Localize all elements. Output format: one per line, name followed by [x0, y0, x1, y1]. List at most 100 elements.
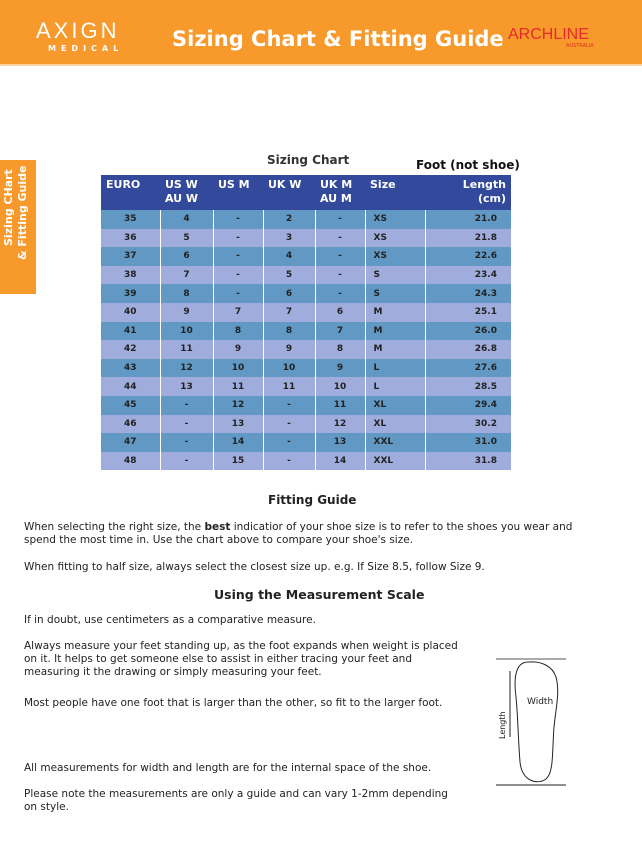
- foot-note: Foot (not shoe): [416, 158, 520, 172]
- side-tab: Sizing CHart & Fitting Guide: [0, 160, 36, 294]
- table-cell: M: [364, 321, 425, 341]
- column-header: EURO: [101, 175, 160, 210]
- table-cell: 23.4: [424, 265, 511, 285]
- measurement-paragraph-5: Please note the measurements are only a …: [24, 788, 448, 813]
- table-cell: 25.1: [424, 302, 511, 322]
- table-cell: XS: [364, 247, 425, 266]
- table-row: 43 12 10 10 9 L 27.6: [101, 358, 511, 378]
- table-cell: -: [262, 433, 315, 452]
- measurement-paragraph-4: All measurements for width and length ar…: [24, 762, 432, 774]
- column-header: UK W: [263, 175, 315, 210]
- bold-text: best: [204, 521, 231, 533]
- table-cell: 8: [262, 321, 315, 341]
- table-row: 47-14-13 XXL 31.0: [101, 433, 511, 452]
- table-cell: -: [212, 247, 263, 266]
- table-cell: -: [212, 228, 263, 248]
- column-header: US W AU W: [160, 175, 213, 210]
- table-cell: XS: [364, 210, 425, 229]
- text: indicatior of your shoe size is to refer…: [24, 521, 573, 546]
- table-cell: 10: [262, 358, 315, 378]
- table-cell: -: [314, 247, 365, 266]
- table-cell: 30.2: [424, 414, 511, 434]
- table-cell: 9: [159, 302, 213, 322]
- table-cell: 13: [212, 414, 263, 434]
- side-tab-line1: Sizing CHart: [2, 169, 15, 246]
- table-cell: L: [364, 358, 425, 378]
- table-cell: -: [314, 210, 365, 229]
- table-cell: -: [212, 265, 263, 285]
- table-cell: 4: [262, 247, 315, 266]
- table-cell: 39: [101, 284, 160, 303]
- table-cell: L: [364, 377, 425, 396]
- length-label: Length: [498, 711, 507, 739]
- table-cell: 8: [212, 321, 263, 341]
- table-cell: 46: [101, 414, 160, 434]
- table-cell: 2: [262, 210, 315, 229]
- table-row: 38 7-5- S 23.4: [101, 265, 511, 285]
- fitting-paragraph-2: When fitting to half size, always select…: [24, 561, 485, 573]
- table-cell: 26.8: [424, 340, 511, 359]
- table-cell: S: [364, 284, 425, 303]
- table-cell: 45: [101, 395, 160, 415]
- table-cell: -: [314, 284, 365, 303]
- table-cell: 5: [262, 265, 315, 285]
- table-cell: 22.6: [424, 247, 511, 266]
- table-cell: 12: [159, 358, 213, 378]
- table-cell: M: [364, 302, 425, 322]
- archline-logo: ARCHLINE: [508, 26, 589, 43]
- table-cell: 27.6: [424, 358, 511, 378]
- table-cell: 14: [314, 451, 365, 471]
- archline-logo-sub: AUSTRALIA: [566, 43, 594, 49]
- table-cell: 3: [262, 228, 315, 248]
- table-cell: 6: [314, 302, 365, 322]
- table-cell: 10: [314, 377, 365, 396]
- table-cell: 9: [212, 340, 263, 359]
- table-cell: XS: [364, 228, 425, 248]
- measurement-paragraph-2: Always measure your feet standing up, as…: [24, 640, 458, 678]
- table-cell: XL: [364, 395, 425, 415]
- column-header: UK M AU M: [315, 175, 365, 210]
- table-cell: 42: [101, 340, 160, 359]
- table-cell: 44: [101, 377, 160, 396]
- table-cell: 4: [159, 210, 213, 229]
- header-banner: AXIGN MEDICAL Sizing Chart & Fitting Gui…: [0, 0, 642, 66]
- sizing-table: EURO US W AU W US M UK W UK M AU M Size Length…: [101, 175, 511, 471]
- table-cell: 11: [159, 340, 213, 359]
- table-row: 46-13-12 XL 30.2: [101, 414, 511, 434]
- table-cell: 7: [159, 265, 213, 285]
- table-row: 45-12-11 XL 29.4: [101, 395, 511, 415]
- table-cell: 8: [314, 340, 365, 359]
- measurement-paragraph-3: Most people have one foot that is larger…: [24, 697, 443, 709]
- table-row: 41 10 8 8 7 M 26.0: [101, 321, 511, 341]
- width-label: Width: [527, 697, 554, 707]
- table-cell: 13: [159, 377, 213, 396]
- table-cell: 11: [314, 395, 365, 415]
- table-row: 36 5-3- XS 21.8: [101, 228, 511, 248]
- table-cell: -: [262, 414, 315, 434]
- column-header: Length (cm): [425, 175, 511, 210]
- table-cell: 29.4: [424, 395, 511, 415]
- side-tab-line2: & Fitting Guide: [16, 165, 29, 261]
- table-cell: 26.0: [424, 321, 511, 341]
- table-cell: M: [364, 340, 425, 359]
- table-cell: 8: [159, 284, 213, 303]
- table-cell: -: [212, 210, 263, 229]
- table-cell: 21.8: [424, 228, 511, 248]
- table-cell: 6: [262, 284, 315, 303]
- table-cell: 5: [159, 228, 213, 248]
- table-cell: 9: [262, 340, 315, 359]
- table-cell: 10: [212, 358, 263, 378]
- table-cell: 7: [212, 302, 263, 322]
- column-header: US M: [213, 175, 263, 210]
- table-row: 37 6-4- XS 22.6: [101, 247, 511, 266]
- table-cell: 21.0: [424, 210, 511, 229]
- table-cell: 14: [212, 433, 263, 452]
- table-cell: 12: [314, 414, 365, 434]
- table-cell: S: [364, 265, 425, 285]
- table-cell: XXL: [364, 451, 425, 471]
- table-cell: 38: [101, 265, 160, 285]
- table-cell: 6: [159, 247, 213, 266]
- table-cell: -: [314, 265, 365, 285]
- table-cell: 47: [101, 433, 160, 452]
- table-cell: 15: [212, 451, 263, 471]
